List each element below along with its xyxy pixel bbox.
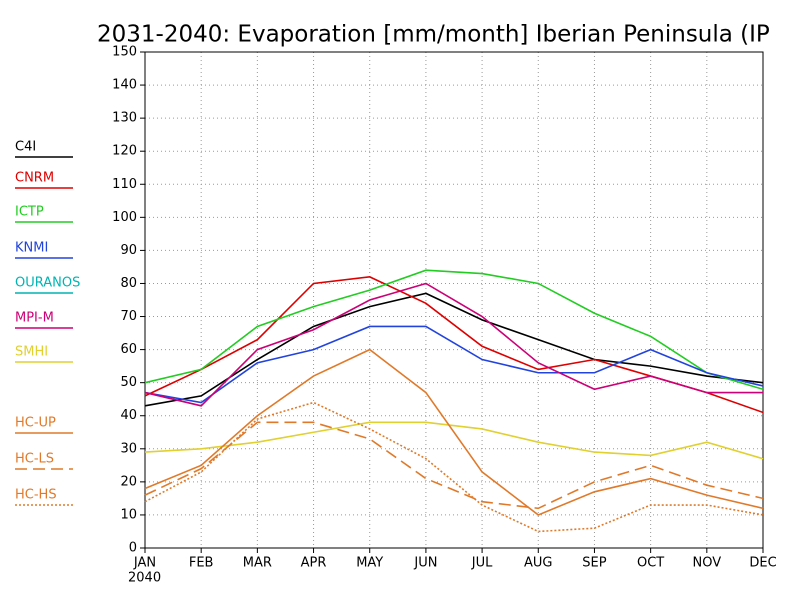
x-sublabel: 2040 bbox=[128, 571, 161, 586]
legend-label: HC-LS bbox=[15, 452, 54, 467]
series-line bbox=[144, 421, 764, 460]
y-tick-label: 120 bbox=[112, 144, 137, 159]
legend-label: ICTP bbox=[15, 205, 44, 220]
y-tick-label: 150 bbox=[112, 45, 137, 60]
x-tick-label: JAN bbox=[133, 556, 156, 571]
x-tick-label: DEC bbox=[749, 556, 776, 571]
y-tick-label: 110 bbox=[112, 177, 137, 192]
series-line bbox=[144, 325, 764, 404]
y-tick-label: 130 bbox=[112, 111, 137, 126]
y-tick-label: 0 bbox=[129, 541, 137, 556]
y-tick-label: 10 bbox=[120, 507, 137, 522]
x-tick-label: MAR bbox=[243, 556, 272, 571]
series-line bbox=[144, 348, 764, 516]
legend-label: KNMI bbox=[15, 241, 48, 256]
y-tick-label: 90 bbox=[120, 243, 137, 258]
legend-label: HC-HS bbox=[15, 488, 57, 503]
y-tick-label: 140 bbox=[112, 78, 137, 93]
y-tick-label: 80 bbox=[120, 276, 137, 291]
y-tick-label: 100 bbox=[112, 210, 137, 225]
y-tick-label: 30 bbox=[120, 441, 137, 456]
x-tick-label: NOV bbox=[693, 556, 722, 571]
y-tick-label: 20 bbox=[120, 474, 137, 489]
chart-title: 2031-2040: Evaporation [mm/month] Iberia… bbox=[97, 22, 770, 48]
legend-label: HC-UP bbox=[15, 416, 56, 431]
y-tick-label: 50 bbox=[120, 375, 137, 390]
series-line bbox=[144, 292, 764, 407]
series-line bbox=[144, 401, 764, 533]
series-line bbox=[144, 282, 763, 407]
legend-label: CNRM bbox=[15, 171, 54, 186]
legend-label: OURANOS bbox=[15, 276, 80, 291]
x-tick-label: JUN bbox=[413, 556, 437, 571]
legend-label: C4I bbox=[15, 140, 36, 155]
x-tick-label: MAY bbox=[356, 556, 383, 571]
legend-label: MPI-M bbox=[15, 311, 54, 326]
x-tick-label: JUL bbox=[471, 556, 493, 571]
y-tick-label: 60 bbox=[120, 342, 137, 357]
x-tick-label: FEB bbox=[189, 556, 214, 571]
x-tick-label: APR bbox=[301, 556, 327, 571]
series-line bbox=[144, 421, 764, 510]
y-tick-label: 40 bbox=[120, 408, 137, 423]
y-tick-label: 70 bbox=[120, 309, 137, 324]
series-line bbox=[144, 276, 764, 414]
series-line bbox=[144, 269, 764, 391]
plot-frame bbox=[144, 51, 764, 549]
legend-label: SMHI bbox=[15, 345, 48, 360]
x-tick-label: OCT bbox=[637, 556, 664, 571]
x-tick-label: SEP bbox=[582, 556, 606, 571]
x-tick-label: AUG bbox=[524, 556, 552, 571]
